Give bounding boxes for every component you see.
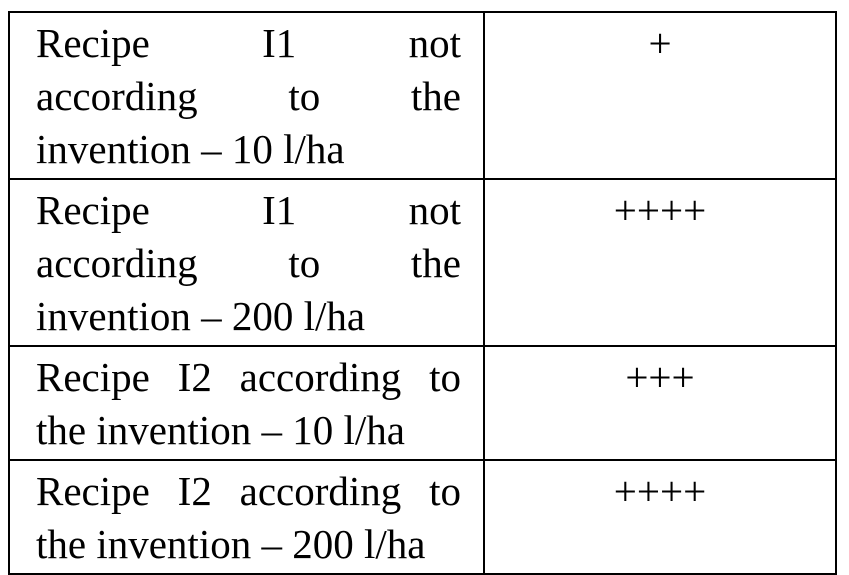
recipe-cell: Recipe I2 according tothe invention – 10…: [9, 346, 484, 460]
recipe-text-line: invention – 10 l/ha: [36, 123, 461, 176]
table-row: Recipe I1 notaccording to theinvention –…: [9, 12, 836, 179]
rating-cell: +: [484, 12, 836, 179]
recipe-text-line: the invention – 10 l/ha: [36, 404, 461, 457]
recipe-text-line: according to the: [36, 70, 461, 123]
recipe-cell: Recipe I1 notaccording to theinvention –…: [9, 179, 484, 346]
table-row: Recipe I2 according tothe invention – 10…: [9, 346, 836, 460]
rating-cell: +++: [484, 346, 836, 460]
recipe-cell: Recipe I1 notaccording to theinvention –…: [9, 12, 484, 179]
recipe-text-line: Recipe I2 according to: [36, 351, 461, 404]
table-row: Recipe I2 according tothe invention – 20…: [9, 460, 836, 574]
table-body: Recipe I1 notaccording to theinvention –…: [9, 12, 836, 574]
recipe-cell: Recipe I2 according tothe invention – 20…: [9, 460, 484, 574]
recipe-text-line: the invention – 200 l/ha: [36, 518, 461, 571]
recipe-text-line: Recipe I1 not: [36, 17, 461, 70]
recipe-text-line: Recipe I1 not: [36, 184, 461, 237]
recipe-text-line: invention – 200 l/ha: [36, 290, 461, 343]
recipe-text-line: Recipe I2 according to: [36, 465, 461, 518]
rating-cell: ++++: [484, 179, 836, 346]
table-row: Recipe I1 notaccording to theinvention –…: [9, 179, 836, 346]
recipe-text-line: according to the: [36, 237, 461, 290]
results-table: Recipe I1 notaccording to theinvention –…: [8, 11, 837, 575]
rating-cell: ++++: [484, 460, 836, 574]
